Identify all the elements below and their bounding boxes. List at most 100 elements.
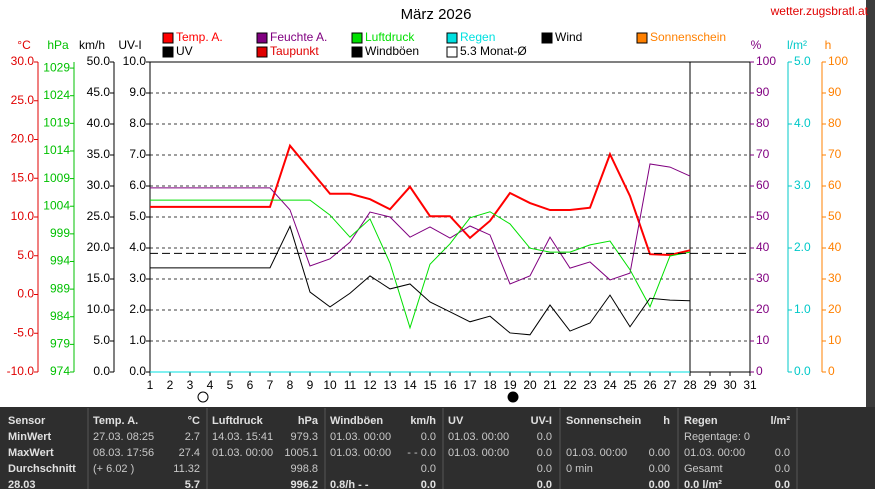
legend-label: 5.3 Monat-Ø [460,44,527,58]
table-cell: - - 0.0 [407,447,436,459]
table-header: Luftdruck [212,415,264,427]
y-tick-label: 0.0 [17,287,34,301]
y-tick-label: 1004 [43,198,70,212]
legend-swatch [162,32,174,44]
y-tick-label: 0.0 [93,364,110,378]
moon-new [197,391,209,403]
x-tick-label: 21 [543,378,557,392]
x-tick-label: 20 [523,378,537,392]
axis-title: °C [17,38,31,52]
y-tick-label: 50 [828,209,842,223]
y-tick-label: 30.0 [87,178,111,192]
x-tick-label: 10 [323,378,337,392]
table-cell: 0.0 [537,479,552,489]
table-cell: 01.03. 00:00 [566,447,627,459]
y-tick-label: 2.0 [794,240,811,254]
table-cell: Regentage: 0 [684,431,750,443]
axis-title: UV-I [118,38,141,52]
table-header: UV-I [531,415,552,427]
table-cell: 0.0 [421,479,436,489]
x-tick-label: 22 [563,378,577,392]
y-tick-label: 1009 [43,171,70,185]
series-line [150,199,691,330]
table-panel [0,407,875,489]
chart-panel [0,0,866,407]
table-cell: 27.4 [179,447,200,459]
table-header: h [663,415,670,427]
y-tick-label: 45.0 [87,85,111,99]
x-tick-label: 26 [643,378,657,392]
legend-label: Wind [555,30,582,44]
table-cell: 08.03. 17:56 [93,447,154,459]
x-tick-label: 27 [663,378,677,392]
y-tick-label: 994 [50,254,70,268]
y-tick-label: 3.0 [794,178,811,192]
x-tick-label: 2 [167,378,174,392]
y-tick-label: 3.0 [129,271,146,285]
moon-full [507,391,519,403]
axis-title: hPa [47,38,69,52]
x-tick-label: 15 [423,378,437,392]
table-cell: 14.03. 15:41 [212,431,273,443]
legend-swatch [446,32,458,44]
y-tick-label: 80 [756,116,770,130]
legend-swatch [256,32,268,44]
table-cell: 01.03. 00:00 [448,431,509,443]
y-tick-label: 20 [828,302,842,316]
table-cell: 0.0 [537,463,552,475]
legend-swatch [162,46,174,58]
x-tick-label: 14 [403,378,417,392]
table-cell: MaxWert [8,447,54,459]
table-cell: 996.2 [290,479,318,489]
legend-swatch [351,46,363,58]
y-tick-label: 35.0 [87,147,111,161]
table-header: l/m² [770,415,790,427]
y-tick-label: 70 [756,147,770,161]
table-header: Windböen [330,415,383,427]
y-tick-label: 15.0 [11,170,35,184]
table-cell: 0.0 l/m² [684,479,722,489]
y-tick-label: 989 [50,281,70,295]
series-line [150,143,691,256]
y-tick-label: 5.0 [129,209,146,223]
table-cell: 0.0 [775,463,790,475]
table-cell: 0.00 [649,479,670,489]
source-link[interactable]: wetter.zugsbratl.at [770,4,869,18]
x-tick-label: 4 [207,378,214,392]
table-cell: MinWert [8,431,52,443]
y-tick-label: 1.0 [129,333,146,347]
series-line [150,224,691,336]
legend-label: Feuchte A. [270,30,327,44]
y-tick-label: 4.0 [129,240,146,254]
y-tick-label: 8.0 [129,116,146,130]
y-tick-label: 0.0 [794,364,811,378]
x-tick-label: 11 [344,378,357,392]
table-header: °C [188,415,200,427]
y-tick-label: 0 [756,364,763,378]
y-tick-label: 20 [756,302,770,316]
y-tick-label: 100 [756,54,776,68]
legend-label: Luftdruck [365,30,415,44]
axis-title: l/m² [787,38,807,52]
table-cell: 11.32 [173,463,200,475]
y-tick-label: 1024 [43,88,70,102]
y-tick-label: 20.0 [11,132,35,146]
x-tick-label: 1 [147,378,154,392]
legend-swatch [351,32,363,44]
table-cell: 0.00 [649,447,670,459]
y-tick-label: 15.0 [87,271,111,285]
y-tick-label: 90 [828,85,842,99]
y-tick-label: 25.0 [11,93,35,107]
y-tick-label: 10.0 [123,54,147,68]
table-cell: 0.0 [537,431,552,443]
y-tick-label: 999 [50,226,70,240]
x-tick-label: 17 [463,378,477,392]
table-cell: 2.7 [185,431,200,443]
table-cell: 0.0 [421,463,436,475]
table-cell: Gesamt [684,463,723,475]
y-tick-label: 974 [50,364,70,378]
x-tick-label: 29 [703,378,717,392]
y-tick-label: 9.0 [129,85,146,99]
table-cell: 01.03. 00:00 [448,447,509,459]
